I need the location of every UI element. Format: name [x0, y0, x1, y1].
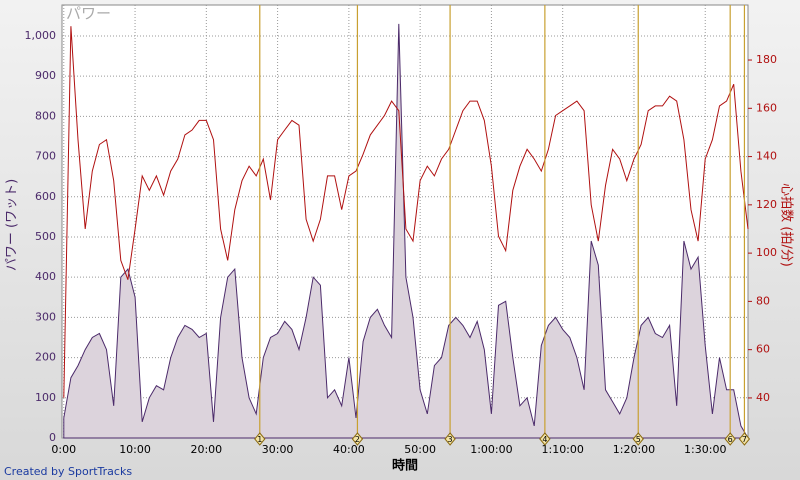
- y2-tick-label: 120: [756, 198, 777, 211]
- lap-marker: [351, 432, 364, 446]
- y-tick-label: 200: [35, 351, 56, 364]
- lap-label: 4: [542, 435, 547, 444]
- y2-tick-label: 100: [756, 246, 777, 259]
- x-tick-label: 1:20:00: [613, 443, 655, 456]
- y2-tick-label: 40: [756, 391, 770, 404]
- y-tick-label: 600: [35, 190, 56, 203]
- x-tick-label: 10:00: [119, 443, 151, 456]
- lap-label: 1: [257, 435, 262, 444]
- heart-rate-line: [63, 26, 749, 398]
- x-tick-label: 50:00: [404, 443, 436, 456]
- lap-label: 3: [448, 435, 453, 444]
- lap-marker: [632, 432, 644, 446]
- lap-label: 2: [355, 435, 360, 444]
- power-area: [63, 23, 749, 439]
- y-tick-label: 900: [35, 69, 56, 82]
- lap-marker: [254, 432, 266, 446]
- x-tick-label: 1:30:00: [684, 443, 726, 456]
- y2-tick-label: 140: [756, 150, 777, 163]
- chart-title: パワー: [66, 5, 111, 23]
- y-tick-label: 700: [35, 150, 56, 163]
- y-tick-label: 100: [35, 391, 56, 404]
- x-axis-label: 時間: [392, 458, 418, 474]
- x-tick-label: 0:00: [51, 443, 76, 456]
- y-tick-label: 500: [35, 230, 56, 243]
- y2-tick-label: 180: [756, 53, 777, 66]
- y2-tick-label: 160: [756, 101, 777, 114]
- y2-axis-label: 心拍数 (拍/分): [779, 183, 794, 267]
- plot: 0 100 200 300 400 500 600 700 800 900 1,000 40 60 80 1…: [25, 5, 777, 456]
- y-tick-label: 1,000: [25, 29, 57, 42]
- lap-marker: [444, 432, 456, 446]
- y-tick-label: 800: [35, 109, 56, 122]
- x-tick-label: 40:00: [333, 443, 365, 456]
- x-tick-label: 1:10:00: [541, 443, 583, 456]
- y2-tick-label: 60: [756, 343, 770, 356]
- lap-label: 5: [636, 435, 641, 444]
- y-tick-label: 300: [35, 310, 56, 323]
- y-tick-label: 0: [49, 431, 56, 444]
- y-tick-label: 400: [35, 270, 56, 283]
- y2-tick-label: 80: [756, 294, 770, 307]
- lap-marker: [539, 432, 551, 446]
- lap-label: 6: [728, 435, 733, 444]
- lap-label: 7: [742, 435, 747, 444]
- y-axis-label: パワー (ワット): [5, 179, 20, 271]
- x-tick-label: 30:00: [262, 443, 294, 456]
- footer: Created by SportTracks: [4, 465, 132, 478]
- x-tick-label: 1:00:00: [470, 443, 512, 456]
- x-tick-label: 20:00: [190, 443, 222, 456]
- lap-marker: [724, 432, 736, 446]
- lap-marker: [738, 432, 751, 446]
